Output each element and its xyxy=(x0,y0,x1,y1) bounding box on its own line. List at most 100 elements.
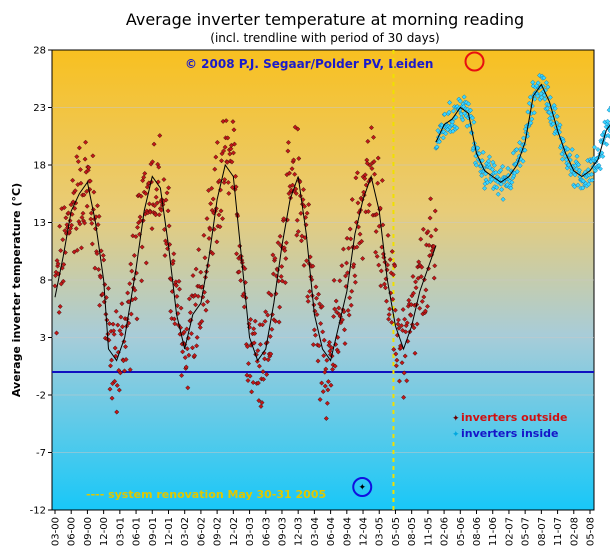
data-point xyxy=(335,349,341,355)
data-point xyxy=(228,146,234,152)
data-point xyxy=(111,331,117,337)
data-point xyxy=(466,101,472,107)
data-point xyxy=(207,227,213,233)
data-point xyxy=(190,273,196,279)
data-point xyxy=(387,306,393,312)
data-point xyxy=(352,273,358,279)
data-point xyxy=(392,307,398,313)
data-point xyxy=(296,156,302,161)
x-tick-label: 06-02 xyxy=(196,517,207,546)
data-point xyxy=(388,270,394,276)
data-point xyxy=(147,209,153,215)
data-point xyxy=(261,376,267,382)
data-point xyxy=(403,329,409,335)
data-point xyxy=(325,379,331,385)
data-point xyxy=(98,274,104,280)
data-point xyxy=(90,153,96,159)
data-point xyxy=(346,312,352,318)
x-tick-label: 09-02 xyxy=(213,517,224,546)
data-point xyxy=(552,106,558,112)
data-point xyxy=(408,302,414,308)
copyright-annotation: © 2008 P.J. Segaar/Polder PV, Leiden xyxy=(185,57,433,71)
data-point xyxy=(298,210,304,216)
legend-inside-marker: ✦ xyxy=(452,430,460,440)
data-point xyxy=(66,210,71,216)
data-point xyxy=(164,190,170,196)
data-point xyxy=(313,295,319,301)
data-point xyxy=(82,220,88,226)
data-point xyxy=(422,308,428,314)
data-point xyxy=(198,269,204,275)
data-point xyxy=(294,217,300,223)
data-point xyxy=(464,100,470,106)
data-point xyxy=(254,358,260,364)
data-point xyxy=(414,321,420,327)
data-point xyxy=(267,333,273,339)
data-point xyxy=(332,363,338,369)
data-point xyxy=(60,278,66,284)
data-point xyxy=(319,380,325,386)
data-point xyxy=(195,293,201,299)
data-point xyxy=(298,238,304,244)
data-point xyxy=(360,256,366,262)
data-point xyxy=(565,146,571,152)
data-point xyxy=(342,327,347,333)
data-point xyxy=(218,208,224,214)
data-point xyxy=(281,216,287,222)
data-point xyxy=(355,200,361,206)
data-point xyxy=(376,262,382,268)
data-point xyxy=(375,180,381,186)
data-point xyxy=(429,248,435,254)
data-point xyxy=(344,260,350,266)
data-point xyxy=(201,232,207,238)
x-tick-label: 03-04 xyxy=(310,517,321,546)
data-point xyxy=(418,274,424,280)
data-point xyxy=(301,262,307,268)
data-point xyxy=(265,312,271,318)
data-point xyxy=(192,292,198,298)
data-point xyxy=(222,177,228,183)
data-point xyxy=(107,386,113,392)
data-point xyxy=(265,357,271,363)
data-point xyxy=(287,170,292,176)
data-point xyxy=(247,373,253,379)
data-point xyxy=(385,232,391,238)
trend-lines xyxy=(54,83,610,362)
data-point xyxy=(371,159,377,165)
data-point xyxy=(475,145,481,151)
data-point xyxy=(386,316,392,322)
data-point xyxy=(95,203,101,209)
data-point xyxy=(221,148,227,154)
data-point xyxy=(460,117,466,123)
data-point xyxy=(498,167,504,173)
data-point xyxy=(170,258,176,264)
data-point xyxy=(85,167,91,173)
data-point xyxy=(114,382,120,388)
data-point xyxy=(402,353,408,359)
data-point xyxy=(256,363,262,369)
data-point xyxy=(279,264,285,270)
data-point xyxy=(259,400,265,406)
data-point xyxy=(393,351,399,357)
data-point xyxy=(91,189,97,195)
data-point xyxy=(385,262,391,268)
data-point xyxy=(131,252,137,258)
data-point xyxy=(127,367,133,373)
data-point xyxy=(97,302,103,308)
data-point xyxy=(357,231,363,237)
data-point xyxy=(225,135,231,141)
data-point xyxy=(432,208,438,214)
data-point xyxy=(425,229,431,235)
data-point xyxy=(279,278,285,284)
data-point xyxy=(132,287,138,293)
data-point xyxy=(379,177,385,183)
data-point xyxy=(413,279,419,285)
data-point xyxy=(313,284,319,290)
data-point xyxy=(393,363,399,369)
data-point xyxy=(53,269,59,275)
data-point xyxy=(79,214,85,220)
data-point xyxy=(461,94,467,100)
data-point xyxy=(408,312,414,318)
data-point xyxy=(446,109,452,115)
data-point xyxy=(328,382,334,388)
